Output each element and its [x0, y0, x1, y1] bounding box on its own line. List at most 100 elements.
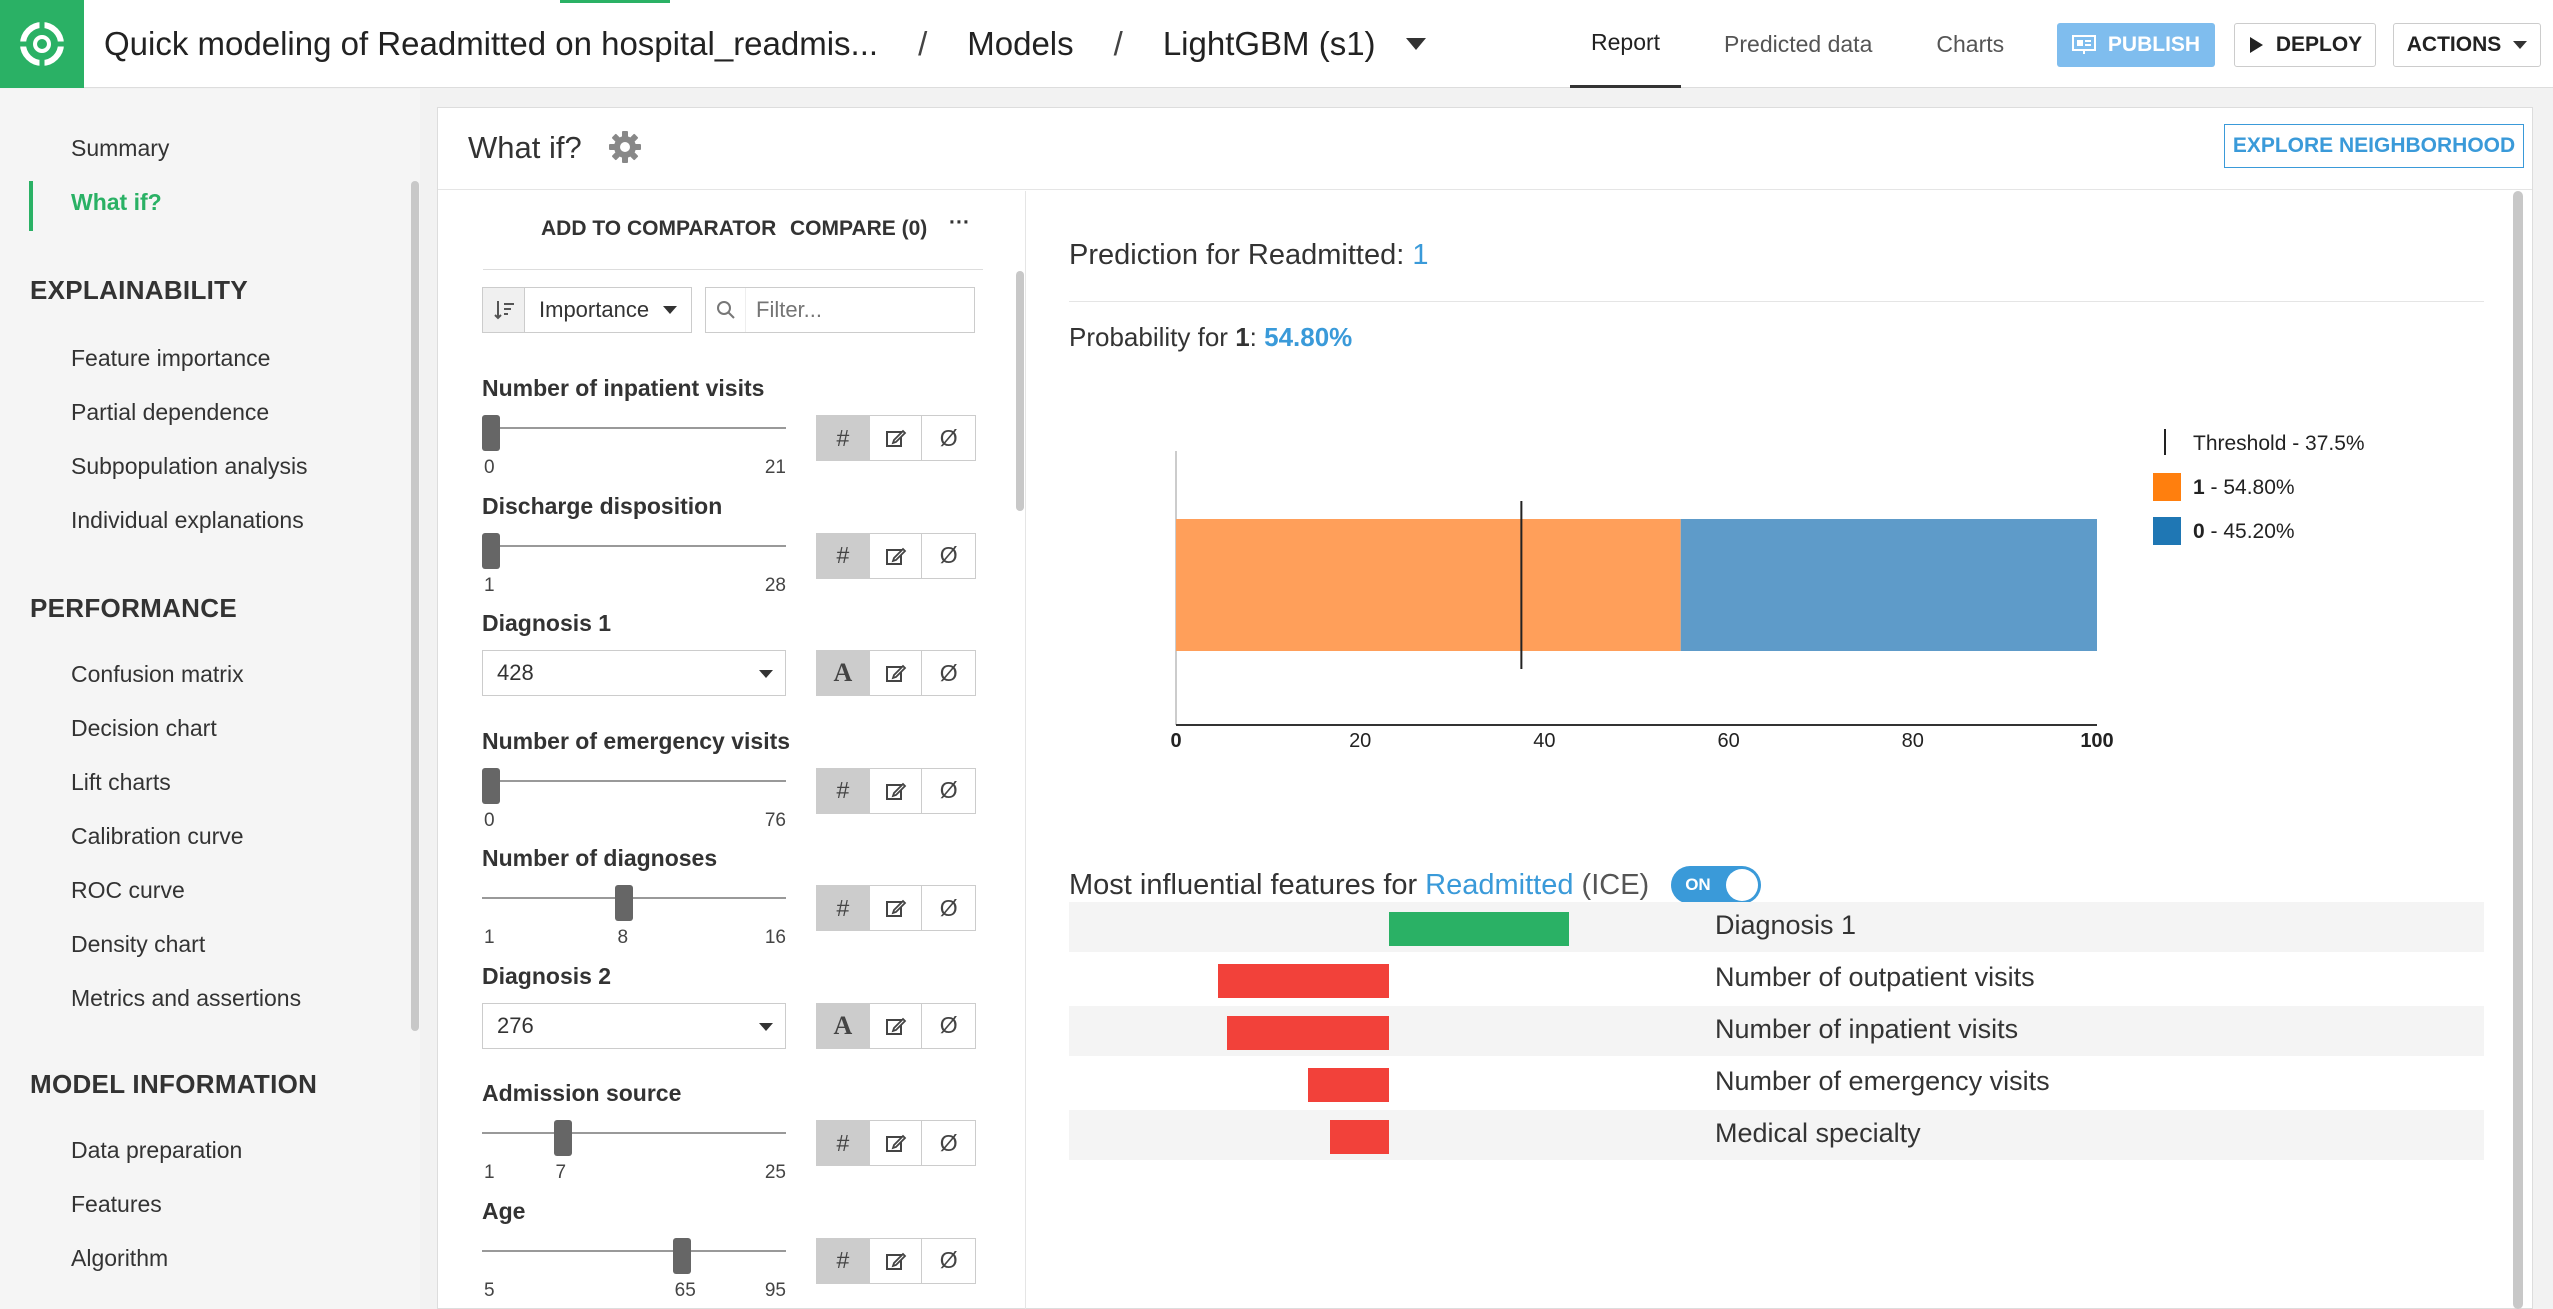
slider-handle[interactable]	[482, 767, 500, 804]
slider-track[interactable]	[482, 1249, 786, 1252]
slider-track[interactable]	[482, 779, 786, 782]
ice-toggle[interactable]: ON	[1671, 866, 1762, 904]
sidebar-item-what-if[interactable]: What if?	[71, 189, 162, 215]
feature-row: Number of diagnoses 1 16 8 # Ø	[482, 845, 982, 955]
slider-handle[interactable]	[482, 415, 500, 451]
x-tick-label: 0	[1170, 730, 1181, 752]
divider	[483, 269, 983, 270]
sidebar-item-roc-curve[interactable]: ROC curve	[71, 877, 185, 903]
edit-icon[interactable]	[869, 886, 923, 930]
model-dropdown-caret-icon[interactable]	[1405, 38, 1426, 50]
set-null-button[interactable]: Ø	[922, 651, 975, 695]
feature-label: Number of emergency visits	[482, 727, 791, 754]
sidebar-item-feature-importance[interactable]: Feature importance	[71, 345, 271, 371]
edit-icon[interactable]	[869, 416, 923, 460]
edit-icon[interactable]	[869, 1121, 923, 1165]
slider-track[interactable]	[482, 544, 786, 547]
sidebar-item-partial-dependence[interactable]: Partial dependence	[71, 399, 270, 425]
gear-icon[interactable]	[606, 128, 644, 171]
slider-track[interactable]	[482, 427, 786, 429]
set-null-button[interactable]: Ø	[922, 768, 975, 813]
slider-handle[interactable]	[615, 885, 634, 921]
dashboard-icon	[2071, 35, 2096, 54]
influence-bar	[1389, 912, 1569, 946]
breadcrumb-models[interactable]: Models	[967, 25, 1074, 62]
sidebar-item-calibration-curve[interactable]: Calibration curve	[71, 823, 244, 849]
sidebar-item-individual-explanations[interactable]: Individual explanations	[71, 507, 304, 533]
x-tick-label: 60	[1717, 730, 1739, 752]
sort-dropdown[interactable]: Importance	[482, 287, 692, 333]
set-null-button[interactable]: Ø	[922, 533, 975, 578]
sidebar-item-decision-chart[interactable]: Decision chart	[71, 715, 217, 741]
numeric-mode-button[interactable]: #	[817, 1121, 870, 1165]
breadcrumb-model-name[interactable]: LightGBM (s1)	[1162, 25, 1376, 62]
more-options-button[interactable]: ···	[949, 211, 970, 234]
app-logo[interactable]	[0, 0, 84, 88]
results-scrollbar[interactable]	[2513, 191, 2523, 1309]
slider-track[interactable]	[482, 1132, 786, 1134]
probability-prefix: Probability for	[1069, 322, 1236, 352]
actions-button[interactable]: ACTIONS	[2393, 23, 2541, 67]
publish-button[interactable]: PUBLISH	[2057, 23, 2215, 67]
set-null-button[interactable]: Ø	[922, 886, 975, 930]
tab-report[interactable]: Report	[1570, 0, 1682, 88]
influence-feature-label: Number of emergency visits	[1715, 1066, 2050, 1096]
sidebar-item-lift-charts[interactable]: Lift charts	[71, 769, 171, 795]
edit-icon[interactable]	[869, 1238, 923, 1283]
sidebar-item-algorithm[interactable]: Algorithm	[71, 1245, 169, 1271]
edit-icon[interactable]	[869, 651, 923, 695]
numeric-mode-button[interactable]: #	[817, 416, 870, 460]
set-null-button[interactable]: Ø	[922, 416, 975, 460]
sidebar-item-confusion-matrix[interactable]: Confusion matrix	[71, 661, 244, 687]
breadcrumb: Quick modeling of Readmitted on hospital…	[104, 0, 1426, 88]
sidebar-heading-explainability: EXPLAINABILITY	[30, 275, 248, 305]
slider-max-label: 25	[764, 1162, 786, 1183]
numeric-mode-button[interactable]: #	[817, 1238, 870, 1283]
slider-handle[interactable]	[553, 1120, 572, 1156]
text-mode-button[interactable]: A	[817, 651, 870, 695]
tab-charts[interactable]: Charts	[1936, 30, 2005, 57]
select-value: 276	[497, 1012, 534, 1038]
numeric-mode-button[interactable]: #	[817, 533, 870, 578]
edit-icon[interactable]	[869, 768, 923, 813]
influential-feature-row: Number of outpatient visits	[1069, 954, 2484, 1004]
filter-field[interactable]	[705, 287, 975, 333]
legend-swatch	[2153, 473, 2181, 501]
set-null-button[interactable]: Ø	[922, 1238, 975, 1283]
sidebar-item-summary[interactable]: Summary	[71, 135, 170, 161]
tab-predicted-data[interactable]: Predicted data	[1724, 30, 1873, 57]
edit-icon[interactable]	[869, 1003, 923, 1048]
feature-value-select[interactable]: 276	[482, 1002, 786, 1049]
sidebar-item-subpopulation-analysis[interactable]: Subpopulation analysis	[71, 453, 308, 479]
slider-max-label: 16	[764, 927, 786, 948]
filter-input[interactable]	[756, 297, 956, 323]
feature-list-scrollbar[interactable]	[1016, 271, 1024, 511]
set-null-button[interactable]: Ø	[922, 1121, 975, 1165]
slider-handle[interactable]	[672, 1237, 691, 1274]
explore-neighborhood-button[interactable]: EXPLORE NEIGHBORHOOD	[2224, 124, 2524, 168]
sidebar-item-data-preparation[interactable]: Data preparation	[71, 1137, 243, 1163]
feature-mode-buttons: # Ø	[816, 885, 976, 931]
sidebar-scrollbar[interactable]	[411, 181, 419, 1031]
slider-track[interactable]	[482, 897, 786, 899]
set-null-button[interactable]: Ø	[922, 1003, 975, 1048]
prediction-value: 1	[1412, 239, 1429, 271]
x-tick-label: 20	[1349, 730, 1371, 752]
compare-button[interactable]: COMPARE (0)	[790, 217, 928, 240]
sidebar-item-metrics-and-assertions[interactable]: Metrics and assertions	[71, 985, 302, 1011]
feature-value-select[interactable]: 428	[482, 650, 786, 696]
numeric-mode-button[interactable]: #	[817, 768, 870, 813]
sidebar-item-features[interactable]: Features	[71, 1191, 162, 1217]
text-mode-button[interactable]: A	[817, 1003, 870, 1048]
slider-value-label: 8	[617, 927, 629, 948]
numeric-mode-button[interactable]: #	[817, 886, 870, 930]
edit-icon[interactable]	[869, 533, 923, 578]
analysis-title[interactable]: Quick modeling of Readmitted on hospital…	[104, 25, 879, 62]
sidebar-item-density-chart[interactable]: Density chart	[71, 931, 206, 957]
slider-handle[interactable]	[482, 532, 500, 569]
deploy-button[interactable]: DEPLOY	[2234, 23, 2376, 67]
add-to-comparator-button[interactable]: ADD TO COMPARATOR	[541, 217, 777, 240]
legend-label: 0 - 45.20%	[2193, 520, 2295, 543]
slider-value-label: 65	[674, 1279, 696, 1301]
toggle-knob	[1726, 869, 1759, 901]
